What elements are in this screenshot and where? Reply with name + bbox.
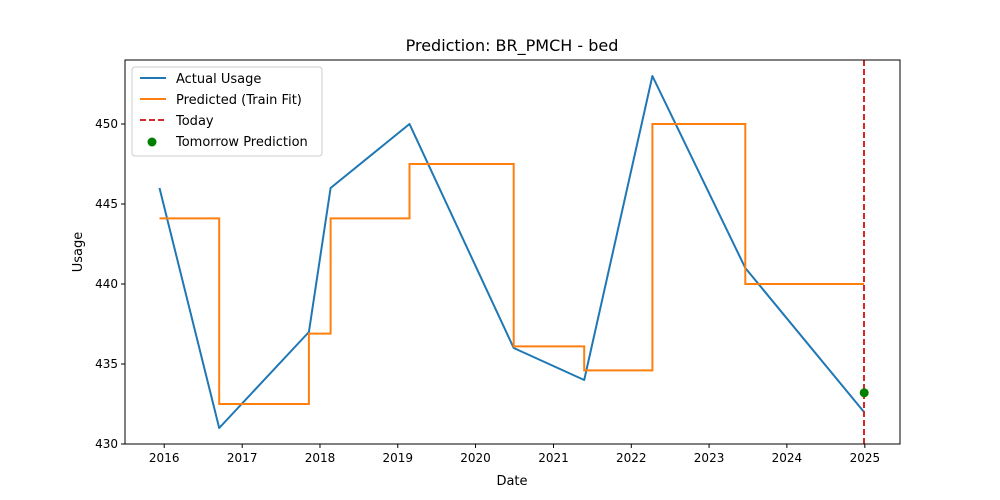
x-tick-label: 2021: [538, 451, 569, 465]
x-tick-label: 2017: [227, 451, 258, 465]
tomorrow-prediction-point: [859, 388, 869, 398]
x-tick-label: 2020: [460, 451, 491, 465]
legend-label-tomorrow: Tomorrow Prediction: [175, 135, 308, 150]
x-tick-label: 2024: [772, 451, 803, 465]
x-tick-label: 2022: [616, 451, 647, 465]
y-tick-label: 450: [95, 117, 118, 131]
y-axis-label: Usage: [71, 232, 86, 273]
chart-title: Prediction: BR_PMCH - bed: [406, 36, 619, 56]
legend-swatch-tomorrow: [147, 137, 157, 147]
y-tick-label: 430: [95, 437, 118, 451]
x-tick-label: 2019: [382, 451, 413, 465]
x-tick-label: 2018: [305, 451, 336, 465]
x-tick-label: 2023: [694, 451, 725, 465]
legend-label-today: Today: [175, 114, 214, 129]
series-actual-usage-line: [158, 75, 865, 429]
legend-box: [131, 66, 323, 157]
x-tick-label: 2025: [850, 451, 881, 465]
y-axis: 430 435 440 445 450: [95, 117, 125, 451]
legend: Actual Usage Predicted (Train Fit) Today…: [131, 66, 323, 157]
y-tick-label: 435: [95, 357, 118, 371]
y-tick-label: 440: [95, 277, 118, 291]
y-tick-label: 445: [95, 197, 118, 211]
series-predicted-step-line: [159, 123, 864, 405]
legend-label-actual-usage: Actual Usage: [176, 72, 261, 87]
plot-frame: [124, 59, 901, 445]
x-axis: 2016 2017 2018 2019 2020 2021 2022 2023 2024 2025: [149, 444, 880, 465]
x-tick-label: 2016: [149, 451, 180, 465]
plot-content: [158, 60, 869, 444]
legend-label-predicted: Predicted (Train Fit): [176, 93, 302, 108]
x-axis-label: Date: [496, 474, 527, 489]
